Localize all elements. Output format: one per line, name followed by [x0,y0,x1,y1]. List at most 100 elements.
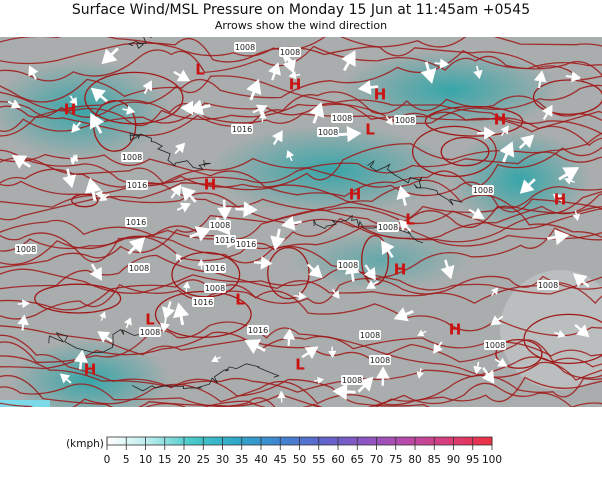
border [48,328,148,354]
wind-arrow [122,105,136,115]
wind-arrow [565,71,582,83]
wind-arrow [281,215,302,231]
colorbar-tick-label: 100 [482,454,502,466]
colorbar-tick-label: 0 [104,454,111,466]
wind-arrow [440,259,455,280]
isobar [0,325,602,368]
wind-arrow [499,141,515,163]
isobar [440,136,490,167]
wind-area [290,230,470,290]
colorbar-tick-label: 30 [216,454,229,466]
border [313,214,424,244]
pressure-center: H [349,186,362,204]
border [367,160,463,206]
isobar-label: 1008 [359,330,381,340]
isobar-label: 1008 [317,127,339,137]
isobar-value: 1016 [215,236,235,245]
wind-arrow [84,177,102,201]
label-box [121,152,143,162]
label-box [337,260,359,270]
isobar-label: 1008 [234,42,256,52]
wind-arrow [62,168,77,189]
wind-arrow [101,47,119,65]
isobar [0,334,431,407]
label-box [537,280,559,290]
label-box [484,340,506,350]
isobar-value: 1016 [236,240,256,249]
wind-arrow [70,154,78,165]
wind-arrow [90,87,108,103]
isobar-value: 1008 [280,48,300,57]
label-box [331,113,353,123]
wind-arrow [282,328,296,346]
isobar-label: 1008 [331,113,353,123]
wind-arrow [366,280,379,289]
wind-arrow [375,366,390,386]
isobar-value: 1008 [473,186,493,195]
isobar-label: 1016 [126,180,148,190]
wind-arrow [17,314,29,331]
wind-area [210,125,450,215]
isobar [0,37,602,65]
wind-arrow [481,367,495,384]
wind-arrow [174,142,186,155]
pressure-center: L [235,291,245,309]
wind-arrow [416,368,425,379]
subtitle: Arrows show the wind direction [215,19,387,32]
isobar-label: 1008 [377,222,399,232]
pressure-center: H [494,111,507,129]
wind-arrow [420,61,437,84]
isobar [0,37,602,81]
colorbar-tick-label: 50 [293,454,306,466]
wind-arrow [399,219,412,232]
wind-arrow [572,273,590,288]
wind-arrow [328,346,337,359]
isobar-label: 1016 [192,297,214,307]
isobar [0,179,602,269]
colorbar-tick-label: 95 [466,454,479,466]
isobar [424,105,524,137]
wind-arrow [338,125,362,143]
wind-arrow [396,185,411,206]
wind-arrow [477,126,496,140]
wind-arrow [490,315,504,326]
pressure-center: H [289,76,302,94]
wind-arrow [491,287,499,296]
isobar [0,355,602,393]
isobar-value: 1016 [127,181,147,190]
colorbar-tick-label: 35 [235,454,248,466]
colorbar-tick-label: 45 [274,454,287,466]
wind-arrow [211,355,221,363]
isobar-label: 1016 [235,239,257,249]
isobar [532,79,602,116]
wind-arrow [173,302,190,326]
wind-arrow [363,264,376,281]
wind-arrow [142,80,152,95]
wind-arrow [277,390,286,403]
label-box [235,239,257,249]
wind-arrow [294,291,307,301]
wind-arrow [11,155,31,169]
isobar-label: 1008 [394,115,416,125]
isobar-value: 1008 [538,281,558,290]
wind-arrow [541,104,553,120]
wind-arrow [181,186,197,203]
wind-arrow [381,240,395,259]
pressure-center: L [145,311,155,329]
wind-arrow [393,307,414,322]
isobar [0,331,602,370]
wind-arrow [59,373,72,384]
wind-arrow [254,256,273,270]
wind-arrow [28,65,39,80]
isobar [34,283,122,314]
wind-arrow [180,100,201,116]
wind-arrow [127,237,146,255]
isobar-value: 1016 [248,326,268,335]
isobar-label: 1016 [204,263,226,273]
isobar-value: 1016 [193,298,213,307]
isobar-label: 1008 [15,244,37,254]
pressure-center: H [84,361,97,379]
wind-arrow [217,199,232,221]
wind-arrow [552,193,564,203]
wind-arrow [89,263,102,281]
